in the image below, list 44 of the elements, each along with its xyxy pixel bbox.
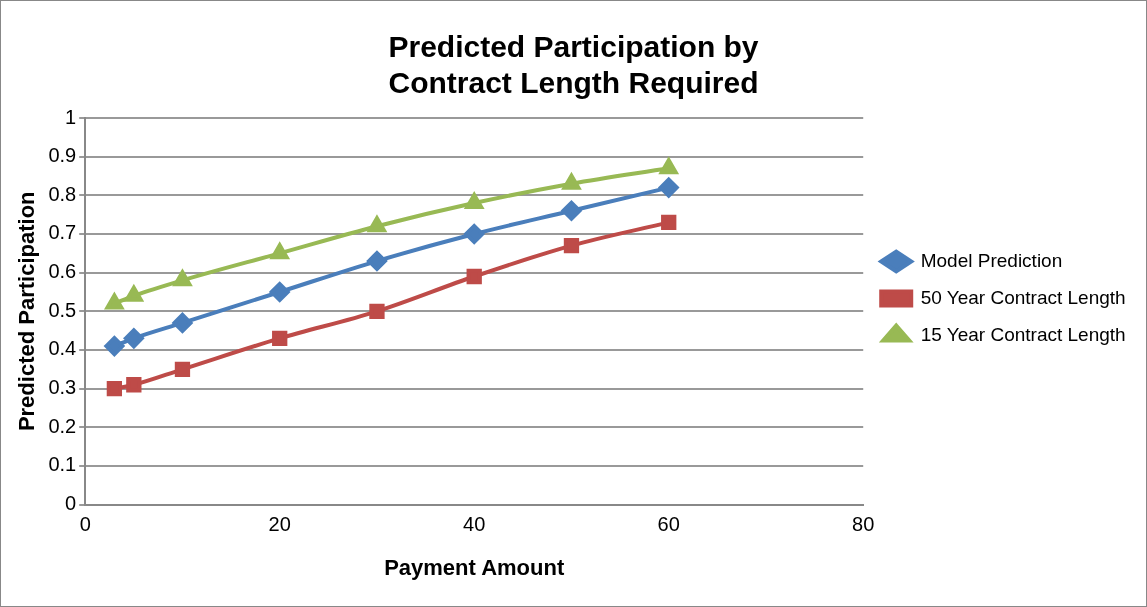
point bbox=[369, 303, 385, 319]
point bbox=[106, 380, 123, 397]
y-tick-label: 0.2 bbox=[48, 414, 77, 437]
point bbox=[661, 214, 677, 231]
point bbox=[173, 270, 192, 287]
point bbox=[174, 361, 191, 377]
point bbox=[466, 268, 482, 285]
y-axis-title: Predicted Participation bbox=[14, 191, 40, 432]
point bbox=[658, 177, 679, 198]
point bbox=[561, 171, 582, 190]
point bbox=[465, 193, 484, 210]
y-tick-label: 0.3 bbox=[48, 376, 77, 399]
point bbox=[366, 251, 387, 272]
point bbox=[272, 330, 288, 347]
x-tick-label: 80 bbox=[852, 513, 875, 536]
point bbox=[126, 377, 142, 393]
point bbox=[172, 312, 193, 333]
point bbox=[659, 158, 678, 175]
point bbox=[561, 200, 582, 221]
y-tick-label: 0.9 bbox=[48, 144, 77, 167]
x-tick-label: 0 bbox=[79, 513, 91, 536]
x-tick-label: 20 bbox=[268, 513, 291, 536]
y-tick-label: 1 bbox=[65, 105, 77, 128]
point bbox=[563, 237, 580, 254]
y-tick-label: 0.5 bbox=[48, 298, 77, 321]
point bbox=[464, 223, 485, 244]
y-tick-label: 0.6 bbox=[48, 260, 77, 283]
point bbox=[269, 281, 290, 302]
point bbox=[123, 328, 144, 349]
y-tick-label: 0.4 bbox=[48, 337, 77, 360]
point bbox=[104, 336, 125, 357]
point bbox=[270, 243, 289, 260]
point bbox=[368, 216, 386, 233]
legend-label: 15 Year Contract Length bbox=[920, 323, 1126, 345]
legend-label: 50 Year Contract Length bbox=[920, 286, 1126, 308]
x-tick-label: 40 bbox=[463, 513, 486, 536]
x-axis-title: Payment Amount bbox=[384, 554, 565, 580]
x-tick-label: 60 bbox=[657, 513, 680, 536]
chart-title: Predicted Participation by Contract Length Required bbox=[388, 30, 759, 100]
y-tick-label: 0 bbox=[65, 492, 77, 515]
y-tick-label: 0.7 bbox=[48, 221, 77, 244]
legend-label: Model Prediction bbox=[920, 249, 1063, 271]
y-tick-label: 0.1 bbox=[48, 453, 77, 476]
y-tick-label: 0.8 bbox=[48, 182, 77, 205]
